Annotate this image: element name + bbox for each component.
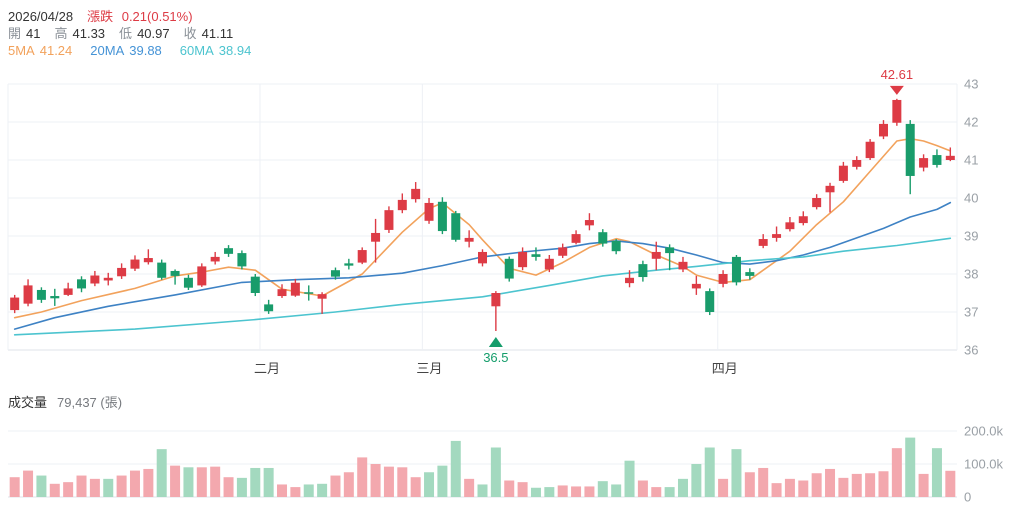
- svg-text:200.0k: 200.0k: [964, 424, 1004, 439]
- open-group: 開 41: [8, 25, 40, 42]
- price-plot-area[interactable]: [8, 84, 957, 350]
- quote-row-ma: 5MA 41.24 20MA 39.88 60MA 38.94: [8, 42, 269, 59]
- ma20-value: 39.88: [129, 43, 162, 58]
- quote-date: 2026/04/28: [8, 9, 74, 24]
- volume-plot-area[interactable]: [8, 424, 957, 497]
- ma60-readout: 60MA 38.94: [180, 42, 252, 59]
- ma5-value: 41.24: [39, 43, 73, 58]
- change-value: 0.21(0.51%): [121, 9, 193, 24]
- change-group: 漲跌 0.21(0.51%): [87, 8, 192, 25]
- volume-bars-layer[interactable]: [9, 437, 956, 497]
- volume-value: 79,437 (張): [57, 395, 123, 410]
- ma20-label: 20MA: [90, 43, 125, 58]
- volume-header: 成交量 79,437 (張): [8, 392, 122, 411]
- svg-text:0: 0: [964, 490, 971, 505]
- open-label: 開: [8, 26, 22, 41]
- svg-text:36.5: 36.5: [483, 350, 508, 365]
- close-label: 收: [183, 26, 197, 41]
- change-label: 漲跌: [87, 9, 114, 24]
- svg-text:二月: 二月: [254, 361, 280, 376]
- open-value: 41: [26, 26, 41, 41]
- ma60-value: 38.94: [218, 43, 252, 58]
- svg-text:37: 37: [964, 305, 978, 320]
- svg-text:36: 36: [964, 343, 978, 358]
- annotation-low: 36.5: [483, 337, 509, 365]
- month-labels: 二月 三月 四月: [254, 361, 738, 376]
- svg-text:38: 38: [964, 267, 978, 282]
- annotation-high: 42.61: [881, 67, 914, 95]
- svg-text:四月: 四月: [712, 361, 738, 376]
- ma5-readout: 5MA 41.24: [8, 42, 72, 59]
- svg-text:39: 39: [964, 229, 978, 244]
- quote-row-ohlc: 開 41 高 41.33 低 40.97 收 41.11: [8, 25, 269, 42]
- svg-text:41: 41: [964, 153, 978, 168]
- volume-label: 成交量: [8, 395, 48, 410]
- y-axis-ticks: 36 37 38 39 40 41 42 43 0 100.0k 200.0k: [964, 77, 1004, 505]
- svg-text:43: 43: [964, 77, 978, 92]
- 60ma-line: [13, 237, 952, 336]
- quote-row-change: 2026/04/28 漲跌 0.21(0.51%): [8, 8, 269, 25]
- ma20-readout: 20MA 39.88: [90, 42, 162, 59]
- close-value: 41.11: [201, 26, 234, 41]
- svg-text:42.61: 42.61: [881, 67, 914, 82]
- 5ma-line: [13, 137, 952, 319]
- close-group: 收 41.11: [184, 25, 234, 42]
- low-label: 低: [119, 26, 133, 41]
- high-group: 高 41.33: [54, 25, 105, 42]
- low-group: 低 40.97: [119, 25, 170, 42]
- candles-layer[interactable]: [10, 98, 955, 331]
- quote-header: 2026/04/28 漲跌 0.21(0.51%) 開 41 高 41.33 低 40…: [8, 8, 269, 59]
- svg-text:100.0k: 100.0k: [964, 457, 1004, 472]
- ma5-label: 5MA: [8, 43, 35, 58]
- low-value: 40.97: [137, 26, 170, 41]
- high-value: 41.33: [72, 26, 106, 41]
- svg-text:40: 40: [964, 191, 978, 206]
- high-label: 高: [54, 26, 68, 41]
- svg-text:三月: 三月: [416, 361, 442, 376]
- svg-text:42: 42: [964, 115, 978, 130]
- ma60-label: 60MA: [179, 43, 214, 58]
